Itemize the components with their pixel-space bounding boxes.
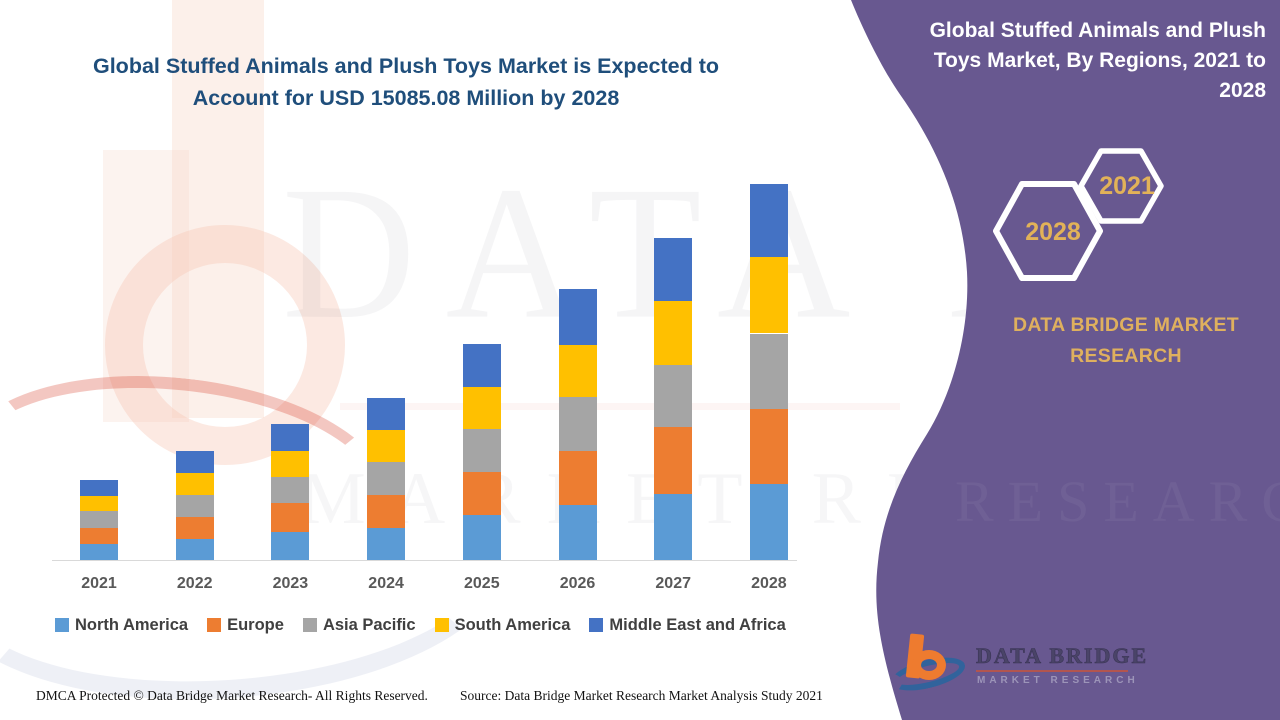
bar-segment-2023-middle-east-and-africa <box>271 423 310 451</box>
bar-segment-2021-europe <box>80 527 118 544</box>
legend-label: Asia Pacific <box>322 615 416 634</box>
legend-swatch <box>589 618 604 632</box>
legend-label: North America <box>75 615 189 634</box>
x-axis-label-2025: 2025 <box>464 575 500 592</box>
bar-segment-2024-middle-east-and-africa <box>367 397 406 431</box>
bar-segment-2028-north-america <box>749 484 788 560</box>
bar-segment-2026-middle-east-and-africa <box>558 289 597 345</box>
legend-item: Middle East and Africa <box>589 615 786 635</box>
databridge-logo: DATA BRIDGE MARKET RESEARCH <box>887 630 1188 700</box>
bar-segment-2026-north-america <box>558 505 597 560</box>
bar-segment-2023-south-america <box>271 450 310 477</box>
bar-segment-2023-europe <box>271 503 310 532</box>
bar-segment-2022-north-america <box>175 538 214 560</box>
bar-segment-2022-middle-east-and-africa <box>175 451 214 473</box>
legend-item: Europe <box>207 616 284 635</box>
bar-segment-2025-europe <box>462 471 501 516</box>
bar-segment-2024-asia-pacific <box>367 462 406 495</box>
panel-watermark-text: RESEARCH <box>955 469 1280 534</box>
bar-segment-2022-south-america <box>175 472 214 495</box>
bar-segment-2028-south-america <box>749 257 788 334</box>
bar-segment-2028-europe <box>749 409 788 485</box>
bar-segment-2023-north-america <box>271 531 310 560</box>
x-axis-label-2026: 2026 <box>559 575 596 592</box>
bar-segment-2022-asia-pacific <box>175 494 214 517</box>
bar-segment-2028-asia-pacific <box>749 333 788 410</box>
bar-segment-2025-asia-pacific <box>462 429 501 472</box>
hexagon-2021 <box>1078 148 1164 224</box>
hexagon-2028 <box>993 181 1103 281</box>
x-axis-label-2027: 2027 <box>655 575 691 592</box>
x-axis-label-2028: 2028 <box>751 575 787 592</box>
legend-swatch <box>434 618 449 632</box>
bar-segment-2025-north-america <box>462 515 501 560</box>
legend-item: North America <box>55 616 188 635</box>
logo-b-bowl <box>912 650 946 680</box>
bar-segment-2026-south-america <box>558 344 597 397</box>
hexagon-year-2021: 2021 <box>1099 172 1155 200</box>
legend-label: Middle East and Africa <box>609 615 786 634</box>
legend-swatch <box>207 618 222 632</box>
bar-segment-2021-middle-east-and-africa <box>80 479 118 496</box>
hexagon-year-2028: 2028 <box>1025 218 1081 246</box>
bar-segment-2027-asia-pacific <box>654 365 693 428</box>
bar-segment-2027-middle-east-and-africa <box>654 237 693 302</box>
footer-dmca-text: DMCA Protected © Data Bridge Market Rese… <box>36 688 428 703</box>
bar-segment-2021-north-america <box>80 543 118 560</box>
bar-segment-2027-north-america <box>654 493 693 560</box>
bar-segment-2023-asia-pacific <box>271 477 310 504</box>
watermark-band <box>340 403 900 410</box>
side-panel-title: Global Stuffed Animals and Plush Toys Ma… <box>929 19 1266 102</box>
legend-label: Europe <box>227 615 284 634</box>
bar-segment-2021-asia-pacific <box>80 511 118 528</box>
brand-text: DATA BRIDGE MARKET RESEARCH <box>1012 314 1240 368</box>
x-axis-label-2021: 2021 <box>81 575 117 592</box>
bar-segment-2026-asia-pacific <box>558 396 597 452</box>
bar-segment-2027-south-america <box>654 301 693 366</box>
legend-item: Asia Pacific <box>302 615 416 635</box>
bar-segment-2028-middle-east-and-africa <box>749 183 788 258</box>
legend-label: South America <box>454 615 571 634</box>
logo-subtitle: MARKET RESEARCH <box>977 675 1139 686</box>
legend-swatch <box>55 618 69 632</box>
x-axis-label-2023: 2023 <box>272 575 309 592</box>
bar-segment-2025-south-america <box>462 387 501 430</box>
bar-segment-2024-south-america <box>367 430 406 463</box>
logo-underline <box>976 670 1128 672</box>
logo-name: DATA BRIDGE <box>976 643 1149 669</box>
bar-segment-2024-north-america <box>367 527 406 560</box>
bar-segment-2022-europe <box>175 516 214 539</box>
page-title: Global Stuffed Animals and Plush Toys Ma… <box>92 54 719 111</box>
bar-segment-2024-europe <box>367 494 406 528</box>
bar-segment-2026-europe <box>558 451 597 506</box>
chart-legend: North America Europe Asia Pacific South Ame… <box>55 615 805 635</box>
x-axis-label-2024: 2024 <box>368 575 404 592</box>
x-axis-label-2022: 2022 <box>176 575 213 592</box>
bar-segment-2021-south-america <box>80 495 118 512</box>
footer-source-text: Source: Data Bridge Market Research Mark… <box>460 688 823 703</box>
bar-segment-2025-middle-east-and-africa <box>462 343 501 388</box>
legend-swatch <box>302 618 317 632</box>
bar-segment-2027-europe <box>654 427 693 494</box>
legend-item: South America <box>434 615 571 635</box>
x-axis-line <box>52 560 797 561</box>
